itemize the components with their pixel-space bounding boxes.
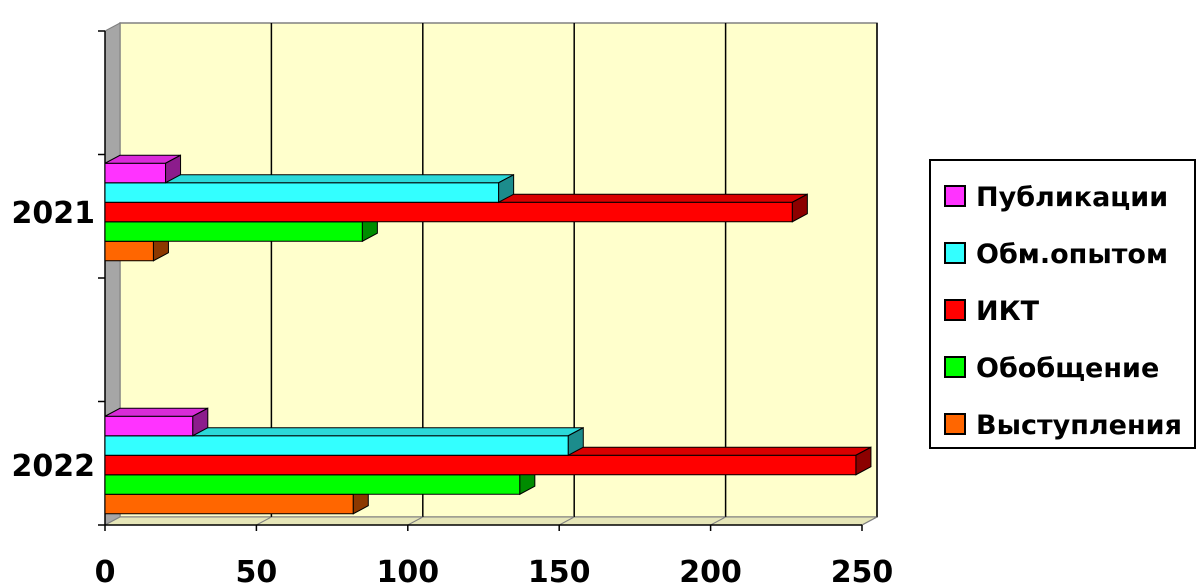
x-tick-labels: 0 50 100 150 200 250 (95, 555, 894, 586)
floor-gridline (861, 516, 878, 526)
bar (104, 154, 182, 184)
bar-end (567, 426, 584, 457)
legend-box (929, 159, 1196, 449)
legend-swatch (944, 413, 966, 435)
bar (104, 407, 209, 437)
bar-front (104, 182, 500, 203)
legend-item: ИКТ (944, 296, 1040, 327)
floor-gridline (407, 516, 424, 526)
bar-end (165, 154, 182, 184)
bar-front (104, 435, 569, 456)
y-tick-label: 2021 (12, 196, 96, 231)
bar (104, 173, 515, 204)
floor-gridline (710, 516, 726, 526)
bar-front (104, 221, 363, 242)
bar (104, 426, 584, 457)
bar-top (104, 407, 209, 417)
legend-label: Публикации (976, 182, 1168, 213)
legend-item: Публикации (944, 182, 1168, 213)
legend-swatch (944, 299, 966, 321)
floor-gridline (256, 516, 272, 526)
x-tick-label: 250 (831, 555, 894, 586)
legend-label: ИКТ (976, 296, 1040, 327)
bar-front (104, 240, 154, 262)
floor-gridline (558, 516, 575, 526)
bar-end (498, 173, 515, 204)
y-tick-labels: 2021 2022 (12, 196, 96, 484)
bar-front (104, 493, 354, 515)
x-tick-label: 0 (95, 555, 116, 586)
bar-front (104, 454, 857, 476)
bar-front (104, 201, 793, 223)
bar-end (192, 407, 209, 437)
x-tick-label: 50 (236, 555, 278, 586)
x-tick-label: 200 (679, 555, 742, 586)
legend-item: Обм.опытом (944, 239, 1168, 270)
legend-swatch (944, 242, 966, 264)
bars (104, 154, 872, 515)
x-tick-label: 150 (528, 555, 591, 586)
legend-swatch (944, 356, 966, 378)
legend-label: Обм.опытом (976, 239, 1168, 270)
bar-end (855, 446, 872, 476)
legend: Публикации Обм.опытом ИКТ Обобщение Выступле… (929, 159, 1196, 449)
legend-label: Обобщение (976, 353, 1159, 384)
bar-front (104, 474, 521, 495)
bar-front (104, 415, 194, 437)
bar-end (791, 193, 808, 223)
legend-swatch (944, 185, 966, 207)
y-tick-label: 2022 (12, 449, 96, 484)
legend-item: Выступления (944, 410, 1182, 441)
legend-label: Выступления (976, 410, 1182, 441)
legend-item: Обобщение (944, 353, 1159, 384)
plot-floor (104, 516, 878, 526)
bar-front (104, 162, 167, 184)
x-tick-label: 100 (376, 555, 439, 586)
